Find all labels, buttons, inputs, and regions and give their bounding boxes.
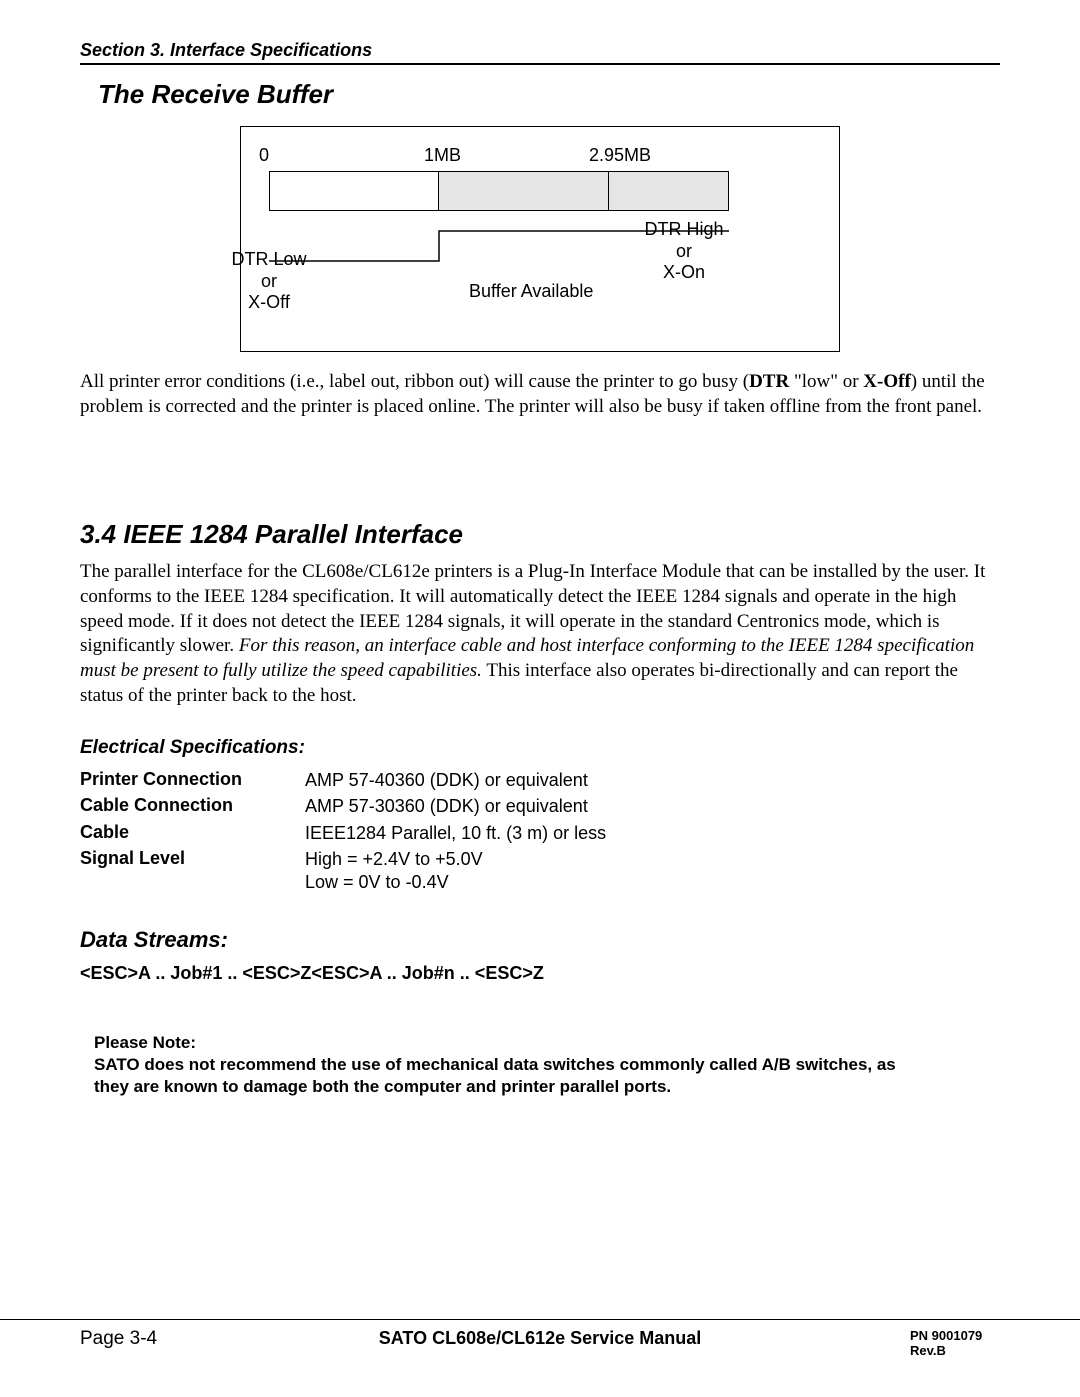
dtr-low-label: DTR Low or X-Off xyxy=(214,249,324,314)
note-body: SATO does not recommend the use of mecha… xyxy=(94,1054,924,1098)
footer-pn-num: PN 9001079 xyxy=(910,1328,982,1343)
footer-page: Page 3-4 xyxy=(80,1328,280,1350)
dtr-low-l1: DTR Low xyxy=(231,249,306,269)
p1b1: DTR xyxy=(749,371,789,392)
p1c: "low" or xyxy=(789,371,863,392)
data-stream-line: <ESC>A .. Job#1 .. <ESC>Z<ESC>A .. Job#n… xyxy=(80,963,1000,984)
para-ieee1284: The parallel interface for the CL608e/CL… xyxy=(80,560,1000,708)
para-error-conditions: All printer error conditions (i.e., labe… xyxy=(80,370,1000,419)
spec-val: AMP 57-40360 (DDK) or equivalent xyxy=(305,769,588,792)
mark-1mb: 1MB xyxy=(424,145,461,166)
buffer-bar xyxy=(269,171,729,211)
buffer-available-label: Buffer Available xyxy=(469,281,593,303)
page-footer: Page 3-4 SATO CL608e/CL612e Service Manu… xyxy=(0,1319,1080,1359)
spec-key: Cable xyxy=(80,822,305,845)
p1a: All printer error conditions (i.e., labe… xyxy=(80,371,749,392)
heading-electrical-specs: Electrical Specifications: xyxy=(80,737,1000,759)
spec-row: Signal Level High = +2.4V to +5.0V Low =… xyxy=(80,848,1000,893)
footer-title: SATO CL608e/CL612e Service Manual xyxy=(280,1328,800,1349)
spec-val: IEEE1284 Parallel, 10 ft. (3 m) or less xyxy=(305,822,606,845)
dtr-low-l3: X-Off xyxy=(248,292,290,312)
spec-val: High = +2.4V to +5.0V Low = 0V to -0.4V xyxy=(305,848,483,893)
footer-rev: Rev.B xyxy=(910,1343,946,1358)
footer-pn: PN 9001079 Rev.B xyxy=(800,1328,1000,1359)
spec-key: Cable Connection xyxy=(80,795,305,818)
heading-ieee1284: 3.4 IEEE 1284 Parallel Interface xyxy=(80,519,1000,550)
note-heading: Please Note: xyxy=(94,1032,924,1054)
dtr-high-l3: X-On xyxy=(663,262,705,282)
spec-row: Printer Connection AMP 57-40360 (DDK) or… xyxy=(80,769,1000,792)
spec-key: Printer Connection xyxy=(80,769,305,792)
p1b2: X-Off xyxy=(863,371,910,392)
spec-row: Cable Connection AMP 57-30360 (DDK) or e… xyxy=(80,795,1000,818)
heading-data-streams: Data Streams: xyxy=(80,927,1000,953)
heading-receive-buffer: The Receive Buffer xyxy=(98,79,1000,110)
dtr-high-l1: DTR High xyxy=(644,219,723,239)
dtr-high-l2: or xyxy=(676,241,692,261)
dtr-low-l2: or xyxy=(261,271,277,291)
note-block: Please Note: SATO does not recommend the… xyxy=(94,1032,924,1098)
mark-2_95mb: 2.95MB xyxy=(589,145,651,166)
spec-row: Cable IEEE1284 Parallel, 10 ft. (3 m) or… xyxy=(80,822,1000,845)
buffer-diagram: 0 1MB 2.95MB DTR Low or X-Off Buffer Ava… xyxy=(240,126,840,352)
dtr-high-label: DTR High or X-On xyxy=(619,219,749,284)
bar-seg-0 xyxy=(270,172,439,210)
electrical-spec-table: Printer Connection AMP 57-40360 (DDK) or… xyxy=(80,769,1000,894)
bar-seg-1 xyxy=(439,172,608,210)
spec-val: AMP 57-30360 (DDK) or equivalent xyxy=(305,795,588,818)
bar-seg-2 xyxy=(609,172,728,210)
section-header: Section 3. Interface Specifications xyxy=(80,40,1000,65)
mark-0: 0 xyxy=(259,145,269,166)
spec-key: Signal Level xyxy=(80,848,305,893)
